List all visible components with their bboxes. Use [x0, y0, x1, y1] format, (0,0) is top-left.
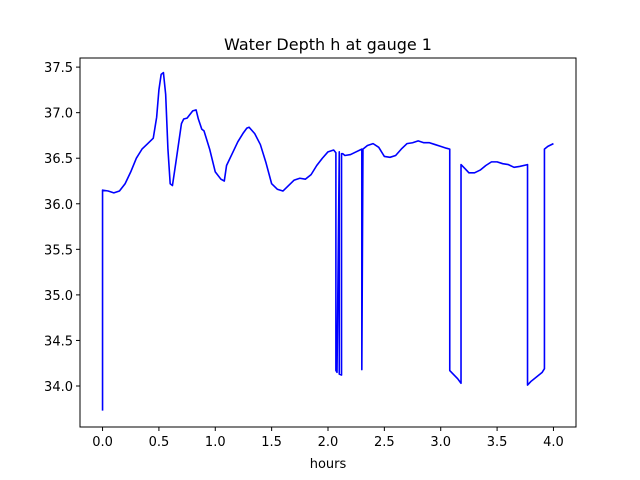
y-tick-label: 36.0 — [44, 198, 73, 213]
x-tick-label: 2.0 — [318, 435, 339, 450]
x-tick-label: 4.0 — [543, 435, 564, 450]
x-axis-ticks: 0.0 0.5 1.0 1.5 2.0 2.5 3.0 3.5 4.0 — [92, 427, 564, 450]
series-layer — [101, 71, 554, 411]
y-tick-label: 35.0 — [44, 289, 73, 304]
chart-title: Water Depth h at gauge 1 — [224, 35, 432, 54]
y-axis-ticks: 34.0 34.5 35.0 35.5 36.0 36.5 37.0 37.5 — [44, 61, 80, 395]
y-tick-label: 36.5 — [44, 152, 73, 167]
x-tick-label: 1.0 — [205, 435, 226, 450]
series-line-0 — [101, 71, 554, 411]
x-tick-label: 1.5 — [261, 435, 282, 450]
x-axis-label: hours — [310, 457, 347, 472]
y-tick-label: 34.0 — [44, 380, 73, 395]
y-tick-label: 37.5 — [44, 61, 73, 76]
y-tick-label: 37.0 — [44, 107, 73, 122]
x-tick-label: 3.0 — [430, 435, 451, 450]
y-tick-label: 34.5 — [44, 334, 73, 349]
x-tick-label: 3.5 — [487, 435, 508, 450]
x-tick-label: 0.0 — [92, 435, 113, 450]
x-tick-label: 2.5 — [374, 435, 395, 450]
y-tick-label: 35.5 — [44, 243, 73, 258]
x-tick-label: 0.5 — [149, 435, 170, 450]
